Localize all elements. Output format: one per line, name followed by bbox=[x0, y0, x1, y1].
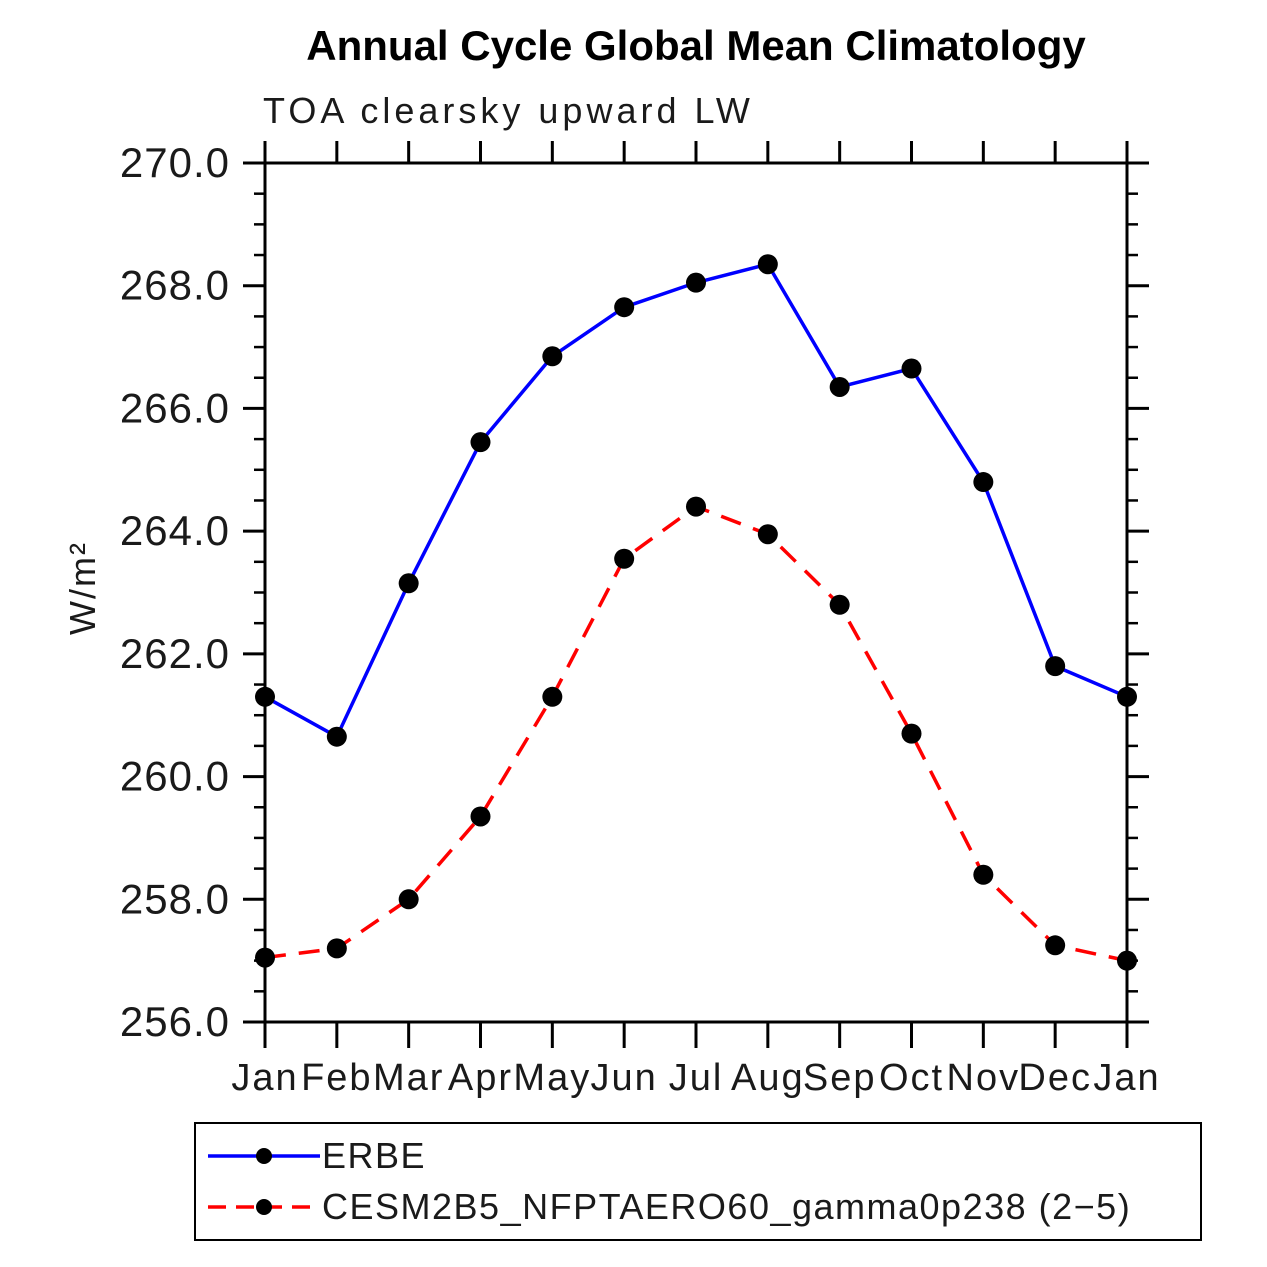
data-point-marker-s1 bbox=[614, 548, 635, 569]
x-tick-label: Nov bbox=[947, 1057, 1021, 1099]
x-tick-label: Jan bbox=[1093, 1057, 1160, 1099]
x-tick-label: Mar bbox=[373, 1057, 444, 1099]
y-tick-label: 268.0 bbox=[120, 262, 230, 309]
chart-subtitle: TOA clearsky upward LW bbox=[263, 90, 754, 131]
x-tick-label: Jul bbox=[669, 1057, 724, 1099]
data-point-marker-s0 bbox=[398, 573, 419, 594]
series-line-1 bbox=[264, 504, 1128, 963]
data-point-marker-s0 bbox=[757, 254, 778, 275]
x-tick-label: Jun bbox=[591, 1057, 658, 1099]
x-tick-label: Apr bbox=[448, 1057, 513, 1099]
data-point-marker-s1 bbox=[901, 723, 922, 744]
x-tick-label: Dec bbox=[1018, 1057, 1092, 1099]
data-point-marker-s0 bbox=[470, 432, 491, 453]
data-point-marker-s1 bbox=[398, 889, 419, 910]
x-tick-label: Aug bbox=[731, 1057, 805, 1099]
y-tick-label: 262.0 bbox=[120, 630, 230, 677]
data-point-marker-s0 bbox=[901, 358, 922, 379]
x-tick-label: Oct bbox=[879, 1057, 944, 1099]
data-point-marker-s1 bbox=[470, 806, 491, 827]
data-point-marker-s0 bbox=[973, 472, 994, 493]
y-tick-label: 260.0 bbox=[120, 753, 230, 800]
data-point-marker-s1 bbox=[686, 496, 706, 517]
data-point-marker-s1 bbox=[1117, 950, 1137, 971]
legend-label-cesm: CESM2B5_NFPTAERO60_gamma0p238 (2−5) bbox=[322, 1186, 1132, 1228]
y-tick-label: 266.0 bbox=[120, 384, 230, 431]
data-point-marker-s1 bbox=[326, 938, 347, 959]
legend-label-erbe: ERBE bbox=[322, 1134, 427, 1176]
data-point-marker-s1 bbox=[542, 686, 563, 707]
legend-marker-dot-icon bbox=[256, 1147, 272, 1164]
data-point-marker-s0 bbox=[542, 346, 563, 367]
legend-marker-dot-icon bbox=[256, 1199, 272, 1216]
y-axis-title: W/m² bbox=[62, 541, 103, 635]
data-point-marker-s1 bbox=[829, 594, 850, 615]
x-tick-label: May bbox=[513, 1057, 591, 1099]
x-tick-label: Feb bbox=[301, 1057, 372, 1099]
legend-item-cesm: CESM2B5_NFPTAERO60_gamma0p238 (2−5) bbox=[208, 1186, 1200, 1228]
data-point-marker-s1 bbox=[973, 864, 994, 885]
legend-swatch-dashed-line-icon bbox=[208, 1199, 320, 1216]
y-tick-label: 264.0 bbox=[120, 507, 230, 554]
data-point-marker-s0 bbox=[326, 726, 347, 747]
y-tick-label: 256.0 bbox=[120, 998, 230, 1045]
data-point-marker-s0 bbox=[1045, 656, 1066, 677]
y-tick-label: 258.0 bbox=[120, 875, 230, 922]
legend-swatch-solid-line-icon bbox=[208, 1147, 320, 1164]
chart-title: Annual Cycle Global Mean Climatology bbox=[306, 22, 1086, 69]
data-point-marker-s1 bbox=[255, 947, 275, 968]
y-tick-label: 270.0 bbox=[120, 139, 230, 186]
data-point-marker-s0 bbox=[1117, 686, 1137, 707]
data-point-marker-s1 bbox=[1045, 935, 1066, 956]
data-point-marker-s1 bbox=[757, 524, 778, 545]
data-point-marker-s0 bbox=[255, 686, 275, 707]
legend-item-erbe: ERBE bbox=[208, 1134, 1200, 1176]
data-point-marker-s0 bbox=[829, 376, 850, 397]
x-tick-label: Sep bbox=[803, 1057, 877, 1099]
plot-area: 256.0 258.0 260.0 262.0 264.0 266.0 268.0 270.0… bbox=[62, 139, 1160, 1099]
data-point-marker-s0 bbox=[614, 297, 635, 318]
data-point-marker-s0 bbox=[686, 272, 706, 293]
legend: ERBE CESM2B5_NFPTAERO60_gamma0p238 (2−5) bbox=[194, 1122, 1202, 1241]
x-tick-label: Jan bbox=[231, 1057, 298, 1099]
